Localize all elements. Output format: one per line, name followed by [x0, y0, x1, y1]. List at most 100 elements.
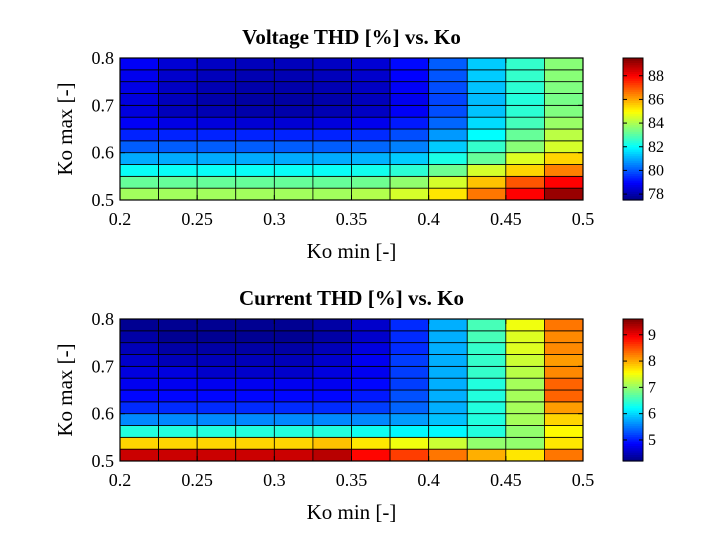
heatmap-cell	[505, 93, 545, 106]
heatmap-cell	[466, 342, 507, 355]
colorbar-swatch	[623, 173, 643, 177]
colorbar-swatch	[623, 330, 643, 333]
heatmap-cell	[312, 57, 352, 71]
heatmap-cell	[312, 436, 352, 450]
colorbar-swatch	[623, 95, 643, 99]
colorbar-swatch	[623, 356, 643, 360]
heatmap-cell	[428, 448, 468, 462]
colorbar-swatch	[623, 374, 643, 378]
heatmap-cell	[119, 81, 159, 94]
heatmap-cell	[505, 164, 545, 177]
heatmap-cell	[351, 57, 391, 71]
heatmap-cell	[466, 354, 507, 367]
heatmap-cell	[389, 318, 430, 332]
colorbar-swatch	[623, 434, 643, 438]
heatmap-cell	[235, 128, 275, 142]
heatmap-cell	[505, 128, 545, 142]
heatmap-cell	[273, 116, 314, 130]
heatmap-cell	[312, 104, 352, 118]
heatmap-cell	[428, 104, 468, 118]
heatmap-cell	[351, 365, 391, 379]
heatmap-cell	[428, 152, 468, 165]
heatmap-cell	[119, 377, 159, 391]
colorbar-swatch	[623, 429, 643, 433]
heatmap-cell	[505, 365, 545, 379]
heatmap-cell	[428, 318, 468, 332]
colorbar-swatch	[623, 93, 643, 97]
colorbar-swatch	[623, 111, 643, 115]
colorbar-swatch	[623, 387, 643, 391]
heatmap-cell	[351, 377, 391, 391]
heatmap-cell	[428, 401, 468, 415]
colorbar-swatch	[623, 454, 643, 458]
x-tick-label: 0.2	[109, 470, 132, 490]
colorbar-swatch	[623, 352, 643, 356]
colorbar-swatch	[623, 80, 643, 84]
heatmap-cell	[389, 164, 430, 177]
colorbar-swatch	[623, 414, 643, 418]
heatmap-cell	[196, 436, 237, 450]
heatmap-cell	[312, 330, 352, 344]
heatmap-cell	[544, 164, 584, 177]
colorbar-swatch	[623, 155, 643, 159]
heatmap-cell	[119, 164, 159, 177]
colorbar-swatch	[623, 177, 643, 181]
colorbar-swatch	[623, 345, 643, 349]
colorbar-swatch	[623, 432, 643, 435]
colorbar-swatch	[623, 122, 643, 126]
heatmap-cell	[235, 318, 275, 332]
colorbar-swatch	[623, 71, 643, 75]
x-tick-label: 0.4	[417, 209, 440, 229]
colorbar-swatch	[623, 321, 643, 325]
heatmap-cell	[428, 164, 468, 177]
colorbar-swatch	[623, 372, 643, 376]
heatmap-cell	[158, 152, 198, 165]
heatmap-cell	[273, 330, 314, 344]
heatmap-cell	[196, 116, 237, 130]
heatmap-cell	[351, 318, 391, 332]
colorbar-swatch	[623, 133, 643, 137]
colorbar-swatch	[623, 398, 643, 402]
heatmap-cell	[389, 389, 430, 403]
heatmap-cell	[119, 401, 159, 415]
heatmap-cell	[158, 116, 198, 130]
colorbar-swatch	[623, 394, 643, 398]
colorbar-swatch	[623, 140, 643, 143]
heatmap-cell	[158, 128, 198, 142]
heatmap-cell	[235, 354, 275, 367]
heatmap-cell	[466, 104, 507, 118]
colorbar-swatch	[623, 407, 643, 411]
heatmap-cell	[428, 81, 468, 94]
heatmap-cell	[505, 116, 545, 130]
heatmap-cell	[544, 354, 584, 367]
heatmap-cell	[119, 93, 159, 106]
heatmap-cell	[196, 342, 237, 355]
heatmap-cell	[312, 81, 352, 94]
y-tick-label: 0.7	[92, 356, 115, 376]
heatmap-cell	[273, 140, 314, 154]
colorbar-tick-label: 7	[648, 379, 656, 396]
heatmap-cell	[312, 69, 352, 83]
heatmap-cell	[312, 164, 352, 177]
heatmap-cell	[158, 175, 198, 189]
colorbar-swatch	[623, 144, 643, 148]
heatmap-cell	[428, 354, 468, 367]
heatmap-cell	[235, 164, 275, 177]
colorbar-swatch	[623, 381, 643, 384]
heatmap-cell	[273, 57, 314, 71]
heatmap-cell	[119, 365, 159, 379]
heatmap-cell	[235, 57, 275, 71]
heatmap-cell	[158, 81, 198, 94]
colorbar-swatch	[623, 325, 643, 329]
colorbar-swatch	[623, 184, 643, 188]
colorbar-swatch	[623, 425, 643, 429]
colorbar-swatch	[623, 66, 643, 70]
heatmap-cell	[389, 448, 430, 462]
colorbar-swatch	[623, 175, 643, 179]
colorbar-swatch	[623, 100, 643, 103]
colorbar-swatch	[623, 363, 643, 367]
colorbar-swatch	[623, 109, 643, 112]
colorbar-swatch	[623, 443, 643, 447]
heatmap-cell	[312, 187, 352, 201]
heatmap-cell	[312, 448, 352, 462]
